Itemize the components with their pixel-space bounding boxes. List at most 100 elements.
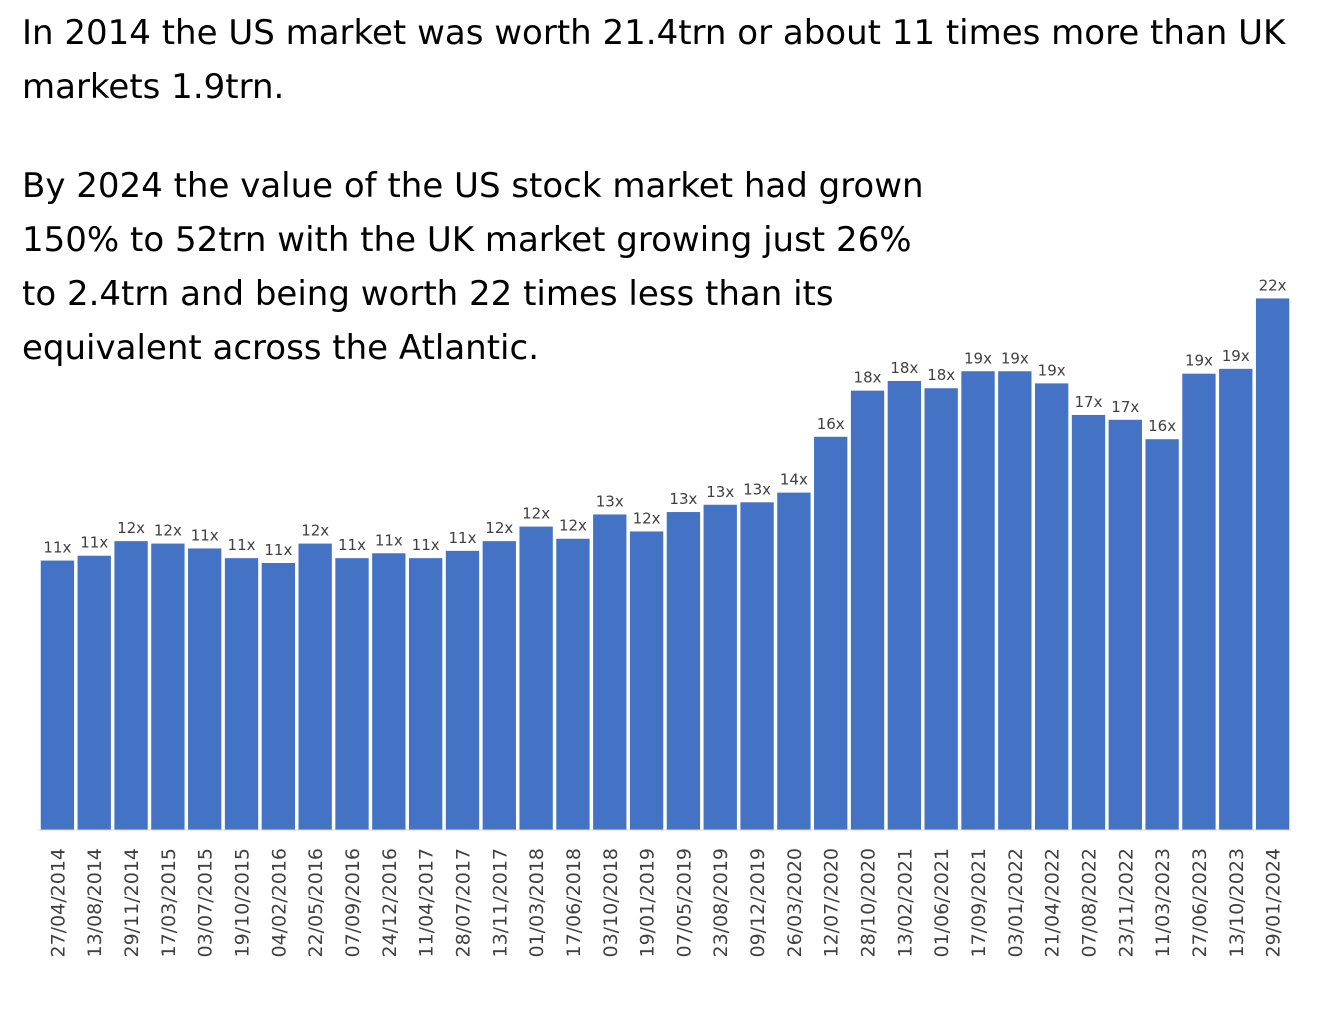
bar [372, 553, 406, 830]
bar [77, 555, 111, 830]
x-tick-label: 11/04/2017 [416, 848, 438, 958]
bar [1034, 383, 1069, 830]
bar [814, 436, 848, 830]
bar [519, 526, 553, 830]
x-tick-label: 03/10/2018 [600, 848, 622, 958]
x-tick-label: 09/12/2019 [747, 848, 769, 958]
data-label: 11x [338, 536, 366, 554]
x-tick-label: 28/10/2020 [858, 848, 880, 958]
bar [298, 543, 332, 830]
bar [556, 538, 590, 830]
x-tick-label: 19/10/2015 [232, 848, 254, 958]
x-tick-label: 29/01/2024 [1263, 848, 1285, 958]
data-label: 11x [412, 536, 440, 554]
data-label: 14x [780, 471, 808, 489]
bar [666, 512, 701, 830]
x-tick-label: 29/11/2014 [121, 848, 143, 958]
bar [224, 558, 259, 830]
x-tick-label: 26/03/2020 [784, 848, 806, 958]
data-label: 18x [854, 369, 882, 387]
data-label: 12x [301, 522, 329, 540]
x-tick-label: 22/05/2016 [305, 848, 327, 958]
data-label: 12x [559, 517, 587, 535]
x-tick-label: 13/11/2017 [489, 848, 511, 958]
x-tick-label: 12/07/2020 [821, 848, 843, 958]
x-tick-label: 03/07/2015 [195, 848, 217, 958]
data-label: 13x [669, 490, 697, 508]
data-label: 17x [1074, 393, 1102, 411]
data-label: 11x [80, 534, 108, 552]
data-label: 12x [154, 522, 182, 540]
x-tick-label: 27/04/2014 [47, 848, 69, 958]
x-tick-label: 11/03/2023 [1152, 848, 1174, 958]
data-label: 16x [817, 415, 845, 433]
x-tick-label: 13/08/2014 [84, 848, 106, 958]
bar [850, 390, 885, 830]
data-label: 18x [927, 366, 955, 384]
bar [408, 558, 443, 830]
bar [188, 548, 222, 830]
bar [777, 492, 811, 830]
x-tick-label: 04/02/2016 [268, 848, 290, 958]
x-tick-label: 17/09/2021 [968, 848, 990, 958]
bar [1219, 368, 1253, 830]
data-label: 13x [596, 492, 624, 510]
bar [1108, 419, 1142, 830]
x-tick-label: 19/01/2019 [637, 848, 659, 958]
bar [1182, 373, 1216, 830]
x-tick-label: 07/09/2016 [342, 848, 364, 958]
bar [629, 531, 664, 830]
bar [887, 380, 922, 830]
data-label: 11x [191, 526, 219, 544]
bar [335, 558, 369, 830]
bar [482, 541, 516, 830]
x-tick-label: 17/06/2018 [563, 848, 585, 958]
bar [740, 502, 774, 830]
data-label: 11x [375, 531, 403, 549]
summary-paragraph: By 2024 the value of the US stock market… [22, 166, 924, 368]
bar [961, 371, 995, 830]
data-label: 13x [743, 480, 771, 498]
data-label: 19x [1222, 347, 1250, 365]
x-tick-label: 27/06/2023 [1189, 848, 1211, 958]
data-label: 19x [1001, 349, 1029, 367]
data-label: 11x [228, 536, 256, 554]
data-label: 18x [890, 359, 918, 377]
x-tick-label: 21/04/2022 [1042, 848, 1064, 958]
x-tick-label: 13/02/2021 [894, 848, 916, 958]
data-label: 11x [43, 539, 71, 557]
x-tick-label: 24/12/2016 [379, 848, 401, 958]
bar [1071, 414, 1106, 830]
data-label: 11x [448, 529, 476, 547]
bar [1255, 298, 1290, 830]
data-label: 19x [964, 349, 992, 367]
x-tick-label: 01/06/2021 [931, 848, 953, 958]
data-label: 17x [1111, 398, 1139, 416]
x-tick-label: 07/05/2019 [673, 848, 695, 958]
bar [703, 504, 737, 830]
x-tick-label: 07/08/2022 [1078, 848, 1100, 958]
intro-paragraph: In 2014 the US market was worth 21.4trn … [22, 13, 1286, 107]
bar [924, 388, 958, 830]
data-label: 16x [1148, 417, 1176, 435]
data-label: 12x [522, 505, 550, 523]
data-label: 22x [1259, 276, 1287, 294]
x-tick-label: 01/03/2018 [526, 848, 548, 958]
x-tick-label: 03/01/2022 [1005, 848, 1027, 958]
data-label: 12x [633, 509, 661, 527]
x-tick-label: 23/08/2019 [710, 848, 732, 958]
bar [445, 550, 480, 830]
data-label: 12x [485, 519, 513, 537]
bar [998, 371, 1032, 830]
x-tick-label: 13/10/2023 [1226, 848, 1248, 958]
bar [151, 543, 185, 830]
x-tick-label: 17/03/2015 [158, 848, 180, 958]
data-label: 13x [706, 483, 734, 501]
data-label: 19x [1185, 352, 1213, 370]
bar [114, 541, 148, 830]
bar [593, 514, 627, 830]
bar [261, 563, 296, 830]
x-tick-label: 23/11/2022 [1115, 848, 1137, 958]
bar [1145, 439, 1179, 830]
